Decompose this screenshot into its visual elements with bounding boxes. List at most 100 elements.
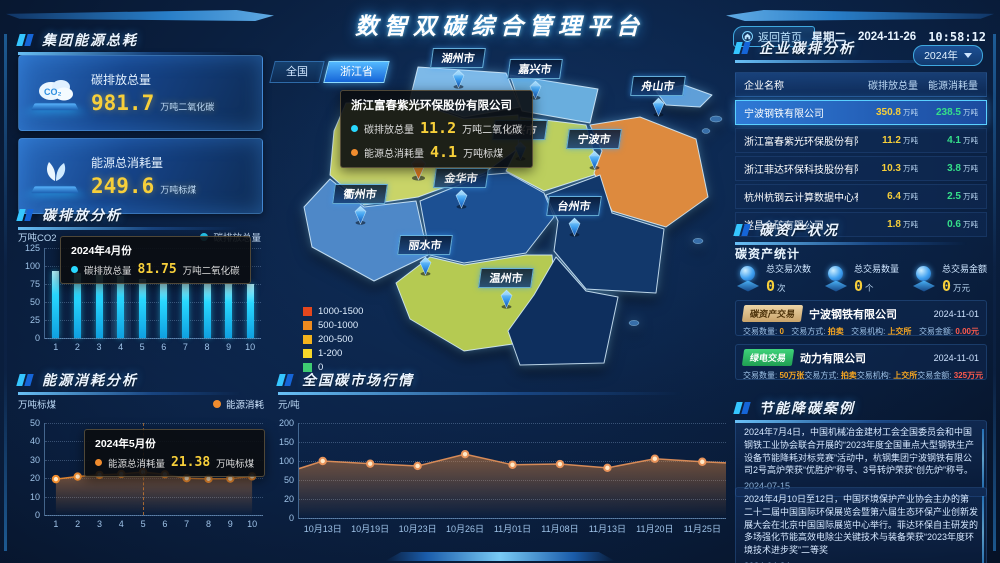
page-title: 数智双碳综合管理平台 xyxy=(355,13,645,39)
city-label[interactable]: 嘉兴市 xyxy=(507,59,563,79)
city-pin[interactable] xyxy=(651,97,665,122)
map-company-tooltip: 浙江富春紫光环保股份有限公司 碳排放总量 11.2 万吨二氧化碳 能源总消耗量 4… xyxy=(340,90,534,168)
back-home-button[interactable]: 返回首页 xyxy=(733,26,815,47)
emission-bar xyxy=(225,283,233,338)
table-row[interactable]: 遂昌金矿有限公司 1.8 万吨 0.6 万吨 xyxy=(735,212,987,237)
stat-label: 总交易金额 xyxy=(941,264,987,274)
market-line xyxy=(299,449,726,518)
x-tick-label: 2 xyxy=(75,519,81,529)
y-tick-label: 50 xyxy=(283,475,294,485)
island xyxy=(709,115,723,123)
section-group-energy: 集团能源总耗 xyxy=(16,30,261,55)
emission-value: 350.8 万吨 xyxy=(875,107,918,118)
x-tick-label: 1 xyxy=(53,342,59,352)
city-pin[interactable] xyxy=(587,150,601,175)
case-card[interactable]: 2024年4月10日至12日，中国环境保护产业协会主办的第二十二届中国国际环保展… xyxy=(735,487,987,563)
section-enterprise-emission: 企业碳排分析 xyxy=(733,38,987,63)
company-name: 杭州杭钢云计算数据中心有限公司 xyxy=(744,193,858,204)
city-label[interactable]: 丽水市 xyxy=(397,235,453,255)
stat-platform xyxy=(824,280,847,292)
deal-badge: 碳资产交易 xyxy=(741,305,804,322)
deal-field: 交易方式: 拍卖 xyxy=(804,371,857,380)
energy-line-chart: 万吨标煤 能源消耗 50 40 30 20 10 0 1 2 3 4 5 6 7 8 9 10 2024年5月… xyxy=(18,393,268,548)
case-card[interactable]: 2024年7月4日，中国机械冶金建材工会全国委员会和中国钢铁工业协会联合开展的“… xyxy=(735,420,987,498)
legend-item: 1-200 xyxy=(303,348,363,359)
section-cases: 节能降碳案例 xyxy=(733,398,987,423)
tab-national[interactable]: 全国 xyxy=(269,61,325,83)
city-label[interactable]: 宁波市 xyxy=(566,129,622,149)
x-tick-label: 8 xyxy=(204,342,210,352)
city-pin[interactable] xyxy=(418,256,432,281)
region-jinhua[interactable] xyxy=(419,172,555,264)
section-marker-icon xyxy=(733,224,752,236)
y-tick-label: 100 xyxy=(24,261,40,271)
y-tick-label: 20 xyxy=(29,473,40,484)
x-tick-label: 10月23日 xyxy=(398,524,437,534)
y-tick-label: 50 xyxy=(29,418,40,428)
stat-label: 总交易次数 xyxy=(766,264,812,274)
region-wenzhou[interactable] xyxy=(507,256,619,366)
x-tick-label: 11月01日 xyxy=(493,524,532,534)
emission-tooltip: 2024年4月份 碳排放总量 81.75 万吨二氧化碳 xyxy=(60,236,251,284)
y-tick-label: 0 xyxy=(34,333,40,343)
region-quzhou[interactable] xyxy=(303,178,429,282)
deal-header: 绿电交易 动力有限公司 2024-11-01 xyxy=(741,349,979,366)
city-label[interactable]: 金华市 xyxy=(433,168,489,188)
company-name: 宁波钢铁有限公司 xyxy=(744,109,824,120)
city-pin[interactable] xyxy=(567,217,581,242)
y-tick-label: 125 xyxy=(24,243,40,253)
trade-volume-icon xyxy=(823,264,849,294)
deal-fields: 交易数量: 50万张 交易方式: 拍卖 交易机构: 上交所 交易金额: 325万元 xyxy=(743,370,983,381)
section-marker-icon xyxy=(16,34,35,46)
deal-date: 2024-11-01 xyxy=(933,308,979,319)
section-title: 能源消耗分析 xyxy=(42,372,138,388)
city-label[interactable]: 湖州市 xyxy=(430,48,486,68)
y-tick-label: 200 xyxy=(278,418,294,428)
stat-label: 总交易数量 xyxy=(853,264,899,274)
city-label[interactable]: 舟山市 xyxy=(630,76,686,96)
gridline xyxy=(299,518,726,519)
x-tick-label: 10 xyxy=(245,342,256,352)
card-label: 能源总消耗量 xyxy=(91,156,164,170)
city-pin[interactable] xyxy=(454,189,468,214)
x-tick-label: 7 xyxy=(182,342,188,352)
weekday: 星期二 xyxy=(811,32,847,44)
emission-bar xyxy=(73,272,81,338)
section-energy-analysis: 能源消耗分析 xyxy=(16,370,261,395)
city-marker-丽水市: 丽水市 xyxy=(397,235,453,281)
city-label[interactable]: 台州市 xyxy=(546,196,602,216)
stat-text: 总交易金额 0 万元 xyxy=(942,262,987,295)
section-marker-icon xyxy=(276,374,295,386)
section-emission-analysis: 碳排放分析 xyxy=(16,205,261,230)
y-tick-label: 0 xyxy=(288,513,294,523)
city-label[interactable]: 温州市 xyxy=(478,268,534,288)
emission-plot-area: 125 100 75 50 25 0 1 2 3 4 5 6 7 8 9 10 xyxy=(25,243,261,352)
energy-tooltip: 2024年5月份 能源总消耗量 21.38 万吨标煤 xyxy=(84,429,266,477)
tab-zhejiang[interactable]: 浙江省 xyxy=(323,61,390,83)
x-tick-label: 4 xyxy=(118,519,124,529)
map-pin-icon xyxy=(568,217,580,237)
year-select[interactable]: 2024年 xyxy=(913,45,983,66)
table-row[interactable]: 浙江菲达环保科技股份有限公 10.3万吨 3.8万吨 xyxy=(735,156,987,181)
legend-label: 500-1000 xyxy=(318,320,359,331)
table-header: 企业名称 碳排放总量 能源消耗量 xyxy=(735,72,987,97)
section-title: 全国碳市场行情 xyxy=(302,372,414,388)
city-pin[interactable] xyxy=(353,205,367,230)
trade-amount-icon xyxy=(911,264,937,294)
deal-field: 交易数量: 50万张 xyxy=(743,371,805,380)
table-row[interactable]: 杭州杭钢云计算数据中心有限公司 6.4万吨 2.5万吨 xyxy=(735,184,987,209)
map-pin-icon xyxy=(452,69,464,89)
y-tick-label: 100 xyxy=(278,456,294,466)
city-pin[interactable] xyxy=(499,289,513,314)
table-row[interactable]: 浙江富春紫光环保股份有限公司 11.2万吨 4.1万吨 xyxy=(735,128,987,153)
section-title: 碳排放分析 xyxy=(42,207,122,223)
deal-company: 动力有限公司 xyxy=(800,352,867,365)
table-row[interactable]: 宁波钢铁有限公司 350.8 万吨 238.5 万吨 xyxy=(735,100,987,125)
x-tick-label: 10月26日 xyxy=(446,524,485,534)
city-label[interactable]: 衢州市 xyxy=(332,184,388,204)
energy-value: 4.1 万吨 xyxy=(947,135,978,146)
map-pin-icon xyxy=(419,256,431,276)
city-pin[interactable] xyxy=(451,69,465,94)
stat-value: 0 万元 xyxy=(941,277,971,295)
